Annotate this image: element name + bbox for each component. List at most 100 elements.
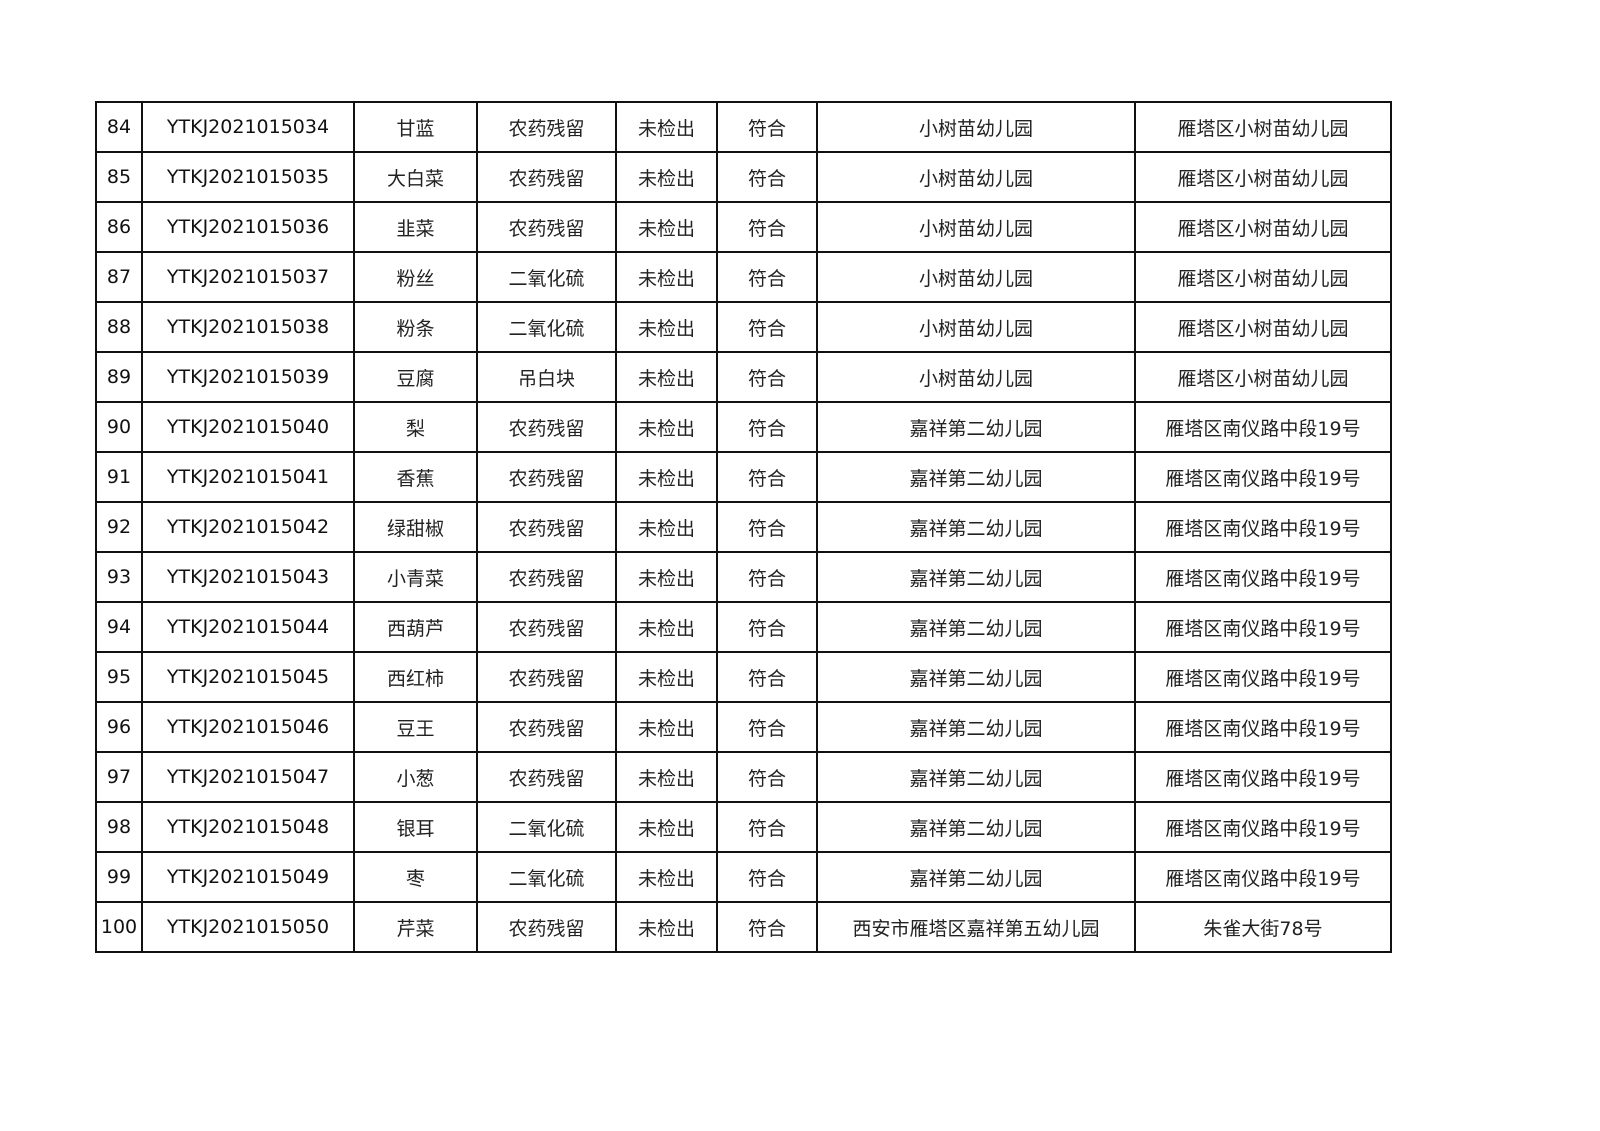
- sample-name-cell: 豆王: [353, 701, 478, 753]
- test-item-cell: 二氧化硫: [476, 851, 617, 903]
- table-row: 85 YTKJ2021015035 大白菜 农药残留 未检出 符合 小树苗幼儿园 雁塔区小树苗…: [95, 151, 1392, 203]
- conclusion-cell: 符合: [716, 251, 818, 303]
- sample-code-cell: YTKJ2021015050: [141, 901, 355, 953]
- unit-address-cell: 雁塔区小树苗幼儿园: [1134, 301, 1392, 353]
- table-row: 95 YTKJ2021015045 西红柿 农药残留 未检出 符合 嘉祥第二幼儿园 雁塔区南仪…: [95, 651, 1392, 703]
- test-result-cell: 未检出: [615, 201, 718, 253]
- test-item-cell: 农药残留: [476, 401, 617, 453]
- row-number-cell: 86: [95, 201, 143, 253]
- sample-code-cell: YTKJ2021015045: [141, 651, 355, 703]
- table-row: 91 YTKJ2021015041 香蕉 农药残留 未检出 符合 嘉祥第二幼儿园 雁塔区南仪路…: [95, 451, 1392, 503]
- sampled-unit-cell: 小树苗幼儿园: [816, 301, 1136, 353]
- row-number-cell: 93: [95, 551, 143, 603]
- unit-address-cell: 雁塔区小树苗幼儿园: [1134, 251, 1392, 303]
- row-number-cell: 89: [95, 351, 143, 403]
- test-result-cell: 未检出: [615, 801, 718, 853]
- sampled-unit-cell: 嘉祥第二幼儿园: [816, 601, 1136, 653]
- test-item-cell: 农药残留: [476, 901, 617, 953]
- sample-code-cell: YTKJ2021015047: [141, 751, 355, 803]
- sample-code-cell: YTKJ2021015040: [141, 401, 355, 453]
- test-item-cell: 农药残留: [476, 451, 617, 503]
- sample-name-cell: 西红柿: [353, 651, 478, 703]
- sampled-unit-cell: 嘉祥第二幼儿园: [816, 801, 1136, 853]
- table-row: 96 YTKJ2021015046 豆王 农药残留 未检出 符合 嘉祥第二幼儿园 雁塔区南仪路…: [95, 701, 1392, 753]
- sampled-unit-cell: 嘉祥第二幼儿园: [816, 551, 1136, 603]
- inspection-results-table: 84 YTKJ2021015034 甘蓝 农药残留 未检出 符合 小树苗幼儿园 雁塔区小树苗幼…: [95, 101, 1392, 953]
- test-result-cell: 未检出: [615, 501, 718, 553]
- conclusion-cell: 符合: [716, 451, 818, 503]
- sample-code-cell: YTKJ2021015039: [141, 351, 355, 403]
- test-result-cell: 未检出: [615, 351, 718, 403]
- sample-name-cell: 粉条: [353, 301, 478, 353]
- row-number-cell: 98: [95, 801, 143, 853]
- unit-address-cell: 雁塔区南仪路中段19号: [1134, 801, 1392, 853]
- sampled-unit-cell: 西安市雁塔区嘉祥第五幼儿园: [816, 901, 1136, 953]
- table-row: 88 YTKJ2021015038 粉条 二氧化硫 未检出 符合 小树苗幼儿园 雁塔区小树苗幼…: [95, 301, 1392, 353]
- sample-name-cell: 枣: [353, 851, 478, 903]
- conclusion-cell: 符合: [716, 551, 818, 603]
- sampled-unit-cell: 小树苗幼儿园: [816, 151, 1136, 203]
- sample-code-cell: YTKJ2021015034: [141, 101, 355, 153]
- conclusion-cell: 符合: [716, 101, 818, 153]
- sampled-unit-cell: 小树苗幼儿园: [816, 201, 1136, 253]
- sample-name-cell: 香蕉: [353, 451, 478, 503]
- sample-name-cell: 大白菜: [353, 151, 478, 203]
- conclusion-cell: 符合: [716, 651, 818, 703]
- unit-address-cell: 雁塔区南仪路中段19号: [1134, 401, 1392, 453]
- table-row: 84 YTKJ2021015034 甘蓝 农药残留 未检出 符合 小树苗幼儿园 雁塔区小树苗幼…: [95, 101, 1392, 153]
- sampled-unit-cell: 嘉祥第二幼儿园: [816, 851, 1136, 903]
- test-item-cell: 农药残留: [476, 551, 617, 603]
- test-item-cell: 农药残留: [476, 501, 617, 553]
- sample-name-cell: 小葱: [353, 751, 478, 803]
- table-row: 89 YTKJ2021015039 豆腐 吊白块 未检出 符合 小树苗幼儿园 雁塔区小树苗幼儿…: [95, 351, 1392, 403]
- conclusion-cell: 符合: [716, 701, 818, 753]
- table-body: 84 YTKJ2021015034 甘蓝 农药残留 未检出 符合 小树苗幼儿园 雁塔区小树苗幼…: [95, 101, 1392, 953]
- test-item-cell: 农药残留: [476, 151, 617, 203]
- test-result-cell: 未检出: [615, 701, 718, 753]
- table-row: 94 YTKJ2021015044 西葫芦 农药残留 未检出 符合 嘉祥第二幼儿园 雁塔区南仪…: [95, 601, 1392, 653]
- sample-code-cell: YTKJ2021015037: [141, 251, 355, 303]
- test-item-cell: 农药残留: [476, 701, 617, 753]
- test-result-cell: 未检出: [615, 551, 718, 603]
- unit-address-cell: 雁塔区南仪路中段19号: [1134, 651, 1392, 703]
- test-item-cell: 二氧化硫: [476, 301, 617, 353]
- row-number-cell: 90: [95, 401, 143, 453]
- sampled-unit-cell: 嘉祥第二幼儿园: [816, 451, 1136, 503]
- sample-code-cell: YTKJ2021015048: [141, 801, 355, 853]
- table-row: 92 YTKJ2021015042 绿甜椒 农药残留 未检出 符合 嘉祥第二幼儿园 雁塔区南仪…: [95, 501, 1392, 553]
- sampled-unit-cell: 嘉祥第二幼儿园: [816, 701, 1136, 753]
- sample-code-cell: YTKJ2021015038: [141, 301, 355, 353]
- row-number-cell: 85: [95, 151, 143, 203]
- table-row: 98 YTKJ2021015048 银耳 二氧化硫 未检出 符合 嘉祥第二幼儿园 雁塔区南仪路…: [95, 801, 1392, 853]
- conclusion-cell: 符合: [716, 501, 818, 553]
- sampled-unit-cell: 小树苗幼儿园: [816, 351, 1136, 403]
- test-result-cell: 未检出: [615, 251, 718, 303]
- test-item-cell: 农药残留: [476, 601, 617, 653]
- test-result-cell: 未检出: [615, 151, 718, 203]
- test-result-cell: 未检出: [615, 301, 718, 353]
- row-number-cell: 99: [95, 851, 143, 903]
- unit-address-cell: 朱雀大街78号: [1134, 901, 1392, 953]
- sampled-unit-cell: 嘉祥第二幼儿园: [816, 751, 1136, 803]
- unit-address-cell: 雁塔区南仪路中段19号: [1134, 701, 1392, 753]
- sampled-unit-cell: 嘉祥第二幼儿园: [816, 401, 1136, 453]
- sample-code-cell: YTKJ2021015044: [141, 601, 355, 653]
- row-number-cell: 88: [95, 301, 143, 353]
- sample-code-cell: YTKJ2021015036: [141, 201, 355, 253]
- test-item-cell: 农药残留: [476, 751, 617, 803]
- test-item-cell: 农药残留: [476, 651, 617, 703]
- sample-name-cell: 豆腐: [353, 351, 478, 403]
- sampled-unit-cell: 小树苗幼儿园: [816, 101, 1136, 153]
- sample-name-cell: 梨: [353, 401, 478, 453]
- sample-code-cell: YTKJ2021015042: [141, 501, 355, 553]
- unit-address-cell: 雁塔区小树苗幼儿园: [1134, 151, 1392, 203]
- sample-name-cell: 绿甜椒: [353, 501, 478, 553]
- unit-address-cell: 雁塔区南仪路中段19号: [1134, 851, 1392, 903]
- sample-code-cell: YTKJ2021015049: [141, 851, 355, 903]
- conclusion-cell: 符合: [716, 401, 818, 453]
- test-item-cell: 农药残留: [476, 201, 617, 253]
- row-number-cell: 100: [95, 901, 143, 953]
- sampled-unit-cell: 小树苗幼儿园: [816, 251, 1136, 303]
- conclusion-cell: 符合: [716, 301, 818, 353]
- sample-name-cell: 银耳: [353, 801, 478, 853]
